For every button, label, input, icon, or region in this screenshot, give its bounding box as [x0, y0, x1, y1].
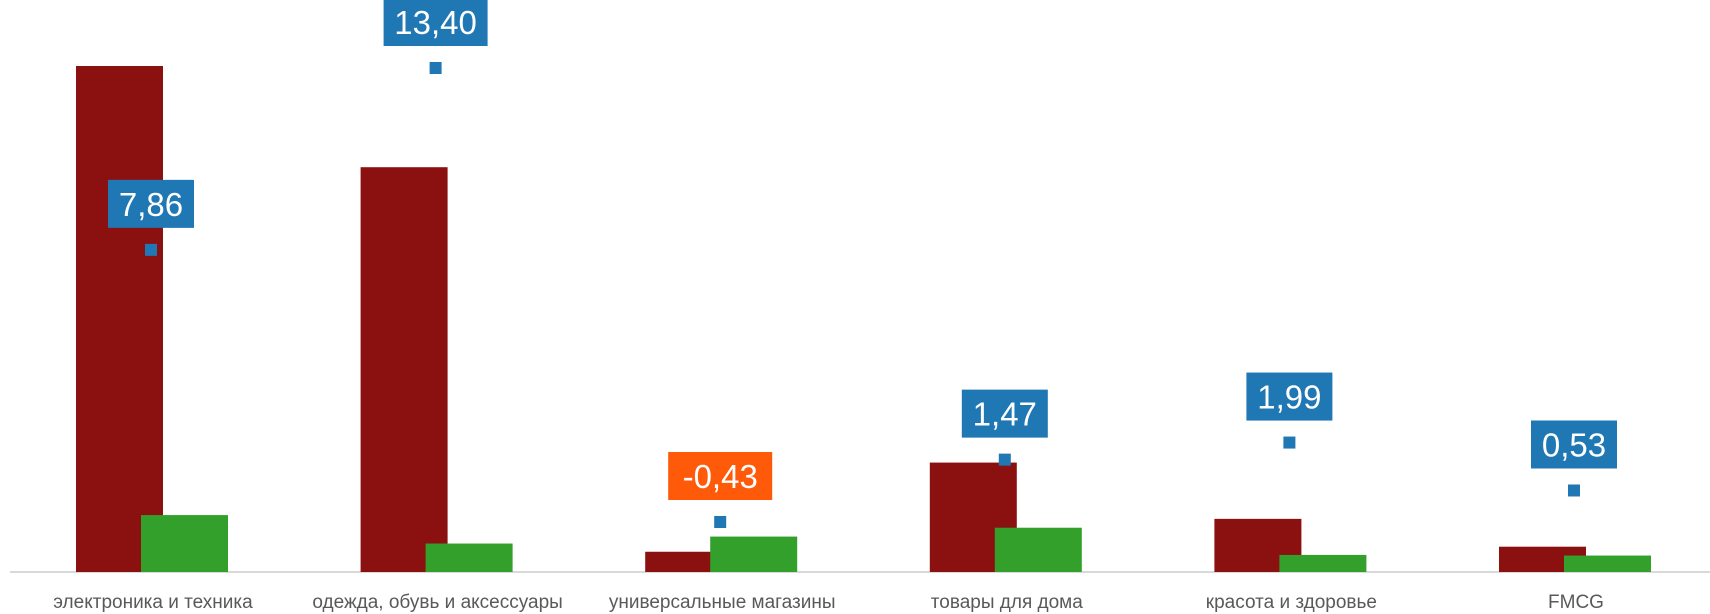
category-label-4: красота и здоровье: [1206, 592, 1377, 613]
point-label-box-0: [108, 179, 194, 228]
bar-series2-1: [425, 543, 513, 572]
bar-series2-5: [1564, 555, 1651, 572]
category-label-2: универсальные магазины: [609, 592, 836, 613]
category-labels: электроника и техника одежда, обувь и акс…: [53, 592, 1604, 613]
point-label-box-3: [961, 389, 1048, 438]
category-label-1: одежда, обувь и аксессуары: [312, 592, 562, 613]
point-label-4: 1,99: [1257, 379, 1321, 416]
point-label-1: 13,40: [394, 4, 477, 41]
point-label-box-4: [1246, 372, 1333, 421]
category-label-0: электроника и техника: [53, 592, 253, 613]
point-label-3: 1,47: [973, 396, 1037, 433]
bar-series1-1: [360, 167, 448, 572]
point-label-box-1: [383, 0, 488, 46]
bar-series2-3: [994, 527, 1082, 572]
category-label-5: FMCG: [1548, 592, 1604, 613]
point-label-0: 7,86: [119, 186, 183, 223]
point-marker-1: [429, 62, 442, 74]
point-label-box-5: [1531, 420, 1617, 469]
point-marker-2: [714, 516, 727, 528]
bar-series1-0: [76, 66, 163, 572]
point-marker-3: [998, 453, 1011, 466]
points: 7,86 13,40 -0,43 1,47 1,99 0,53: [108, 0, 1617, 528]
category-label-3: товары для дома: [931, 592, 1083, 613]
point-marker-5: [1568, 484, 1580, 497]
point-label-5: 0,53: [1542, 426, 1606, 463]
bars: [76, 66, 1651, 572]
point-marker-0: [145, 243, 157, 256]
bar-series2-0: [141, 515, 228, 572]
point-label-2: -0,43: [683, 458, 758, 495]
bar-series2-4: [1279, 554, 1367, 572]
point-marker-4: [1283, 436, 1296, 449]
bar-series2-2: [710, 536, 798, 572]
point-label-box-2: [668, 452, 773, 500]
